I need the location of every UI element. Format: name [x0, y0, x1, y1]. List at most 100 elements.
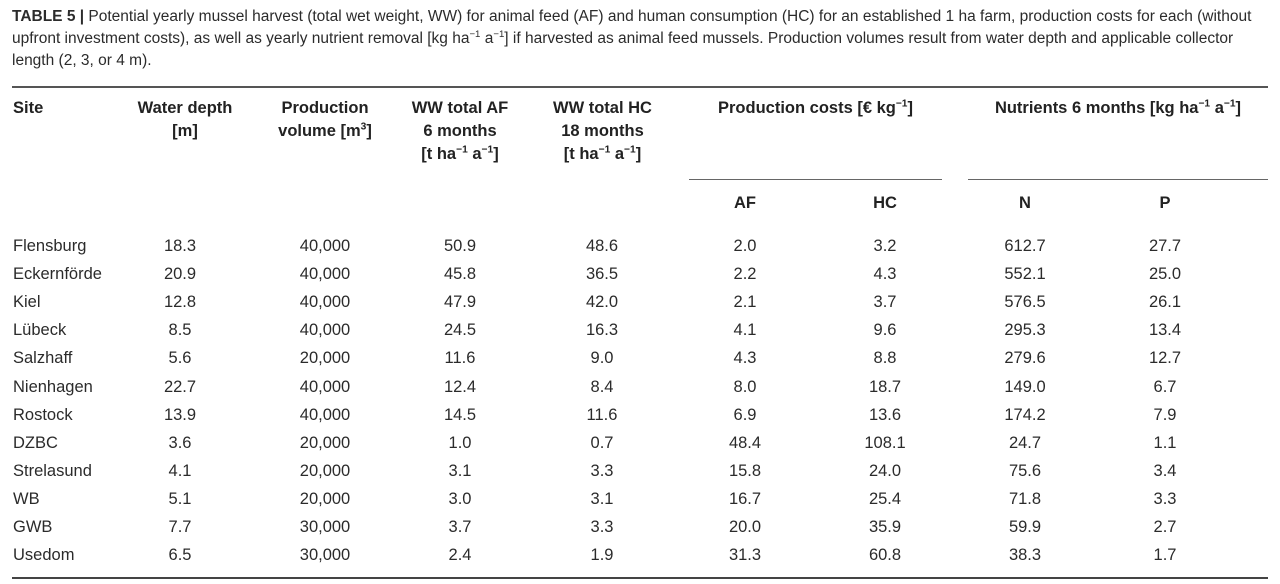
table-row: GWB 7.7 30,000 3.7 3.3 20.0 35.9 59.9 2.7 [0, 513, 1280, 541]
cell-site: Flensburg [13, 237, 87, 255]
header-ww-total-af: WW total AF 6 months [t ha−1 a−1] [411, 99, 509, 163]
cell-p: 3.4 [1153, 461, 1177, 480]
cell-depth: 5.6 [168, 349, 192, 368]
cell-p: 1.7 [1153, 546, 1177, 565]
table-row: Eckernförde 20.9 40,000 45.8 36.5 2.2 4.3 552.1… [0, 260, 1280, 288]
cell-p: 25.0 [1148, 265, 1182, 284]
cell-depth: 3.6 [168, 433, 192, 452]
cell-volume: 20,000 [299, 489, 351, 508]
cell-depth: 6.5 [168, 546, 192, 565]
cell-ww-hc: 3.3 [590, 461, 614, 480]
table-row: Flensburg 18.3 40,000 50.9 48.6 2.0 3.2 612.7 27… [0, 232, 1280, 260]
cell-cost-af: 20.0 [728, 518, 762, 536]
cell-cost-hc: 108.1 [864, 433, 906, 452]
cell-volume: 40,000 [299, 265, 351, 284]
cell-site: Salzhaff [13, 349, 73, 368]
cell-cost-af: 2.1 [733, 293, 757, 312]
cell-ww-hc: 36.5 [585, 265, 619, 284]
cell-cost-hc: 8.8 [873, 349, 897, 368]
cell-site: Lübeck [13, 321, 67, 340]
cell-depth: 5.1 [168, 489, 192, 508]
table-row: Usedom 6.5 30,000 2.4 1.9 31.3 60.8 38.3 1.7 [0, 541, 1280, 569]
cell-ww-af: 14.5 [443, 405, 477, 424]
cell-volume: 30,000 [299, 546, 351, 565]
header-nutrients: Nutrients 6 months [kg ha−1 a−1] [994, 98, 1242, 117]
cell-cost-af: 48.4 [728, 433, 762, 452]
caption-text-1: Potential yearly mussel harvest (total w… [12, 8, 1252, 47]
cell-ww-af: 47.9 [443, 293, 477, 312]
cell-depth: 20.9 [163, 265, 197, 284]
cell-ww-af: 3.0 [448, 489, 472, 508]
header-production-costs: Production costs [€ kg−1] [717, 98, 913, 117]
subheader-nutrient-n: N [1019, 194, 1031, 212]
table-bottom-rule [12, 577, 1268, 579]
cell-volume: 20,000 [299, 433, 351, 452]
cell-cost-hc: 60.8 [868, 546, 902, 565]
cell-n: 174.2 [1004, 405, 1046, 424]
cell-ww-hc: 42.0 [585, 293, 619, 312]
cell-volume: 20,000 [299, 349, 351, 368]
table-row: Rostock 13.9 40,000 14.5 11.6 6.9 13.6 174.2 7.9 [0, 401, 1280, 429]
cell-ww-af: 45.8 [443, 265, 477, 284]
header-production-volume: Production volume [m3] [278, 99, 372, 140]
cell-cost-af: 15.8 [728, 461, 762, 480]
cell-site: WB [13, 489, 40, 508]
cell-depth: 7.7 [168, 518, 192, 536]
table-row: DZBC 3.6 20,000 1.0 0.7 48.4 108.1 24.7 1.1 [0, 429, 1280, 457]
cell-ww-hc: 1.9 [590, 546, 614, 565]
cell-cost-af: 2.2 [733, 265, 757, 284]
cell-cost-af: 31.3 [728, 546, 762, 565]
cell-volume: 40,000 [299, 237, 351, 255]
cell-site: DZBC [13, 433, 58, 452]
cell-p: 3.3 [1153, 489, 1177, 508]
subheader-nutrient-p: P [1159, 194, 1171, 212]
header-ww-total-hc: WW total HC 18 months [t ha−1 a−1] [553, 99, 652, 163]
table-row: Salzhaff 5.6 20,000 11.6 9.0 4.3 8.8 279.6 12.7 [0, 344, 1280, 372]
cell-n: 552.1 [1004, 265, 1046, 284]
cell-cost-hc: 24.0 [868, 461, 902, 480]
cell-cost-af: 4.3 [733, 349, 757, 368]
table-row: WB 5.1 20,000 3.0 3.1 16.7 25.4 71.8 3.3 [0, 485, 1280, 513]
cell-depth: 22.7 [163, 377, 197, 396]
cell-n: 59.9 [1008, 518, 1042, 536]
subheader-cost-af: AF [734, 194, 756, 212]
cell-ww-hc: 3.1 [590, 489, 614, 508]
table-row: Nienhagen 22.7 40,000 12.4 8.4 8.0 18.7 149.0 6.… [0, 373, 1280, 401]
cell-cost-af: 8.0 [733, 377, 757, 396]
cell-ww-hc: 8.4 [590, 377, 614, 396]
cell-volume: 20,000 [299, 461, 351, 480]
cell-ww-hc: 0.7 [590, 433, 614, 452]
cell-cost-hc: 4.3 [873, 265, 897, 284]
cell-n: 279.6 [1004, 349, 1046, 368]
header-site: Site [13, 99, 44, 117]
subheader-cost-hc: HC [873, 194, 897, 212]
table-label: TABLE 5 | [12, 8, 85, 25]
cell-ww-af: 2.4 [448, 546, 472, 565]
cell-n: 38.3 [1008, 546, 1042, 565]
cell-volume: 40,000 [299, 405, 351, 424]
cell-ww-hc: 3.3 [590, 518, 614, 536]
cell-site: GWB [13, 518, 53, 536]
cell-site: Strelasund [13, 461, 92, 480]
cell-ww-af: 50.9 [443, 237, 477, 255]
caption-text-2: a [480, 30, 494, 47]
cell-p: 1.1 [1153, 433, 1177, 452]
cell-depth: 12.8 [163, 293, 197, 312]
cell-site: Nienhagen [13, 377, 93, 396]
cell-depth: 13.9 [163, 405, 197, 424]
table-row: Strelasund 4.1 20,000 3.1 3.3 15.8 24.0 75.6 3.4 [0, 457, 1280, 485]
cell-cost-hc: 18.7 [868, 377, 902, 396]
cell-ww-hc: 9.0 [590, 349, 614, 368]
cell-p: 13.4 [1148, 321, 1182, 340]
cell-depth: 4.1 [168, 461, 192, 480]
table-caption: TABLE 5 | Potential yearly mussel harves… [12, 6, 1268, 72]
cell-site: Rostock [13, 405, 73, 424]
costs-subheader-rule [689, 179, 942, 180]
cell-ww-af: 3.7 [448, 518, 472, 536]
cell-volume: 30,000 [299, 518, 351, 536]
cell-depth: 8.5 [168, 321, 192, 340]
cell-ww-af: 24.5 [443, 321, 477, 340]
cell-ww-af: 3.1 [448, 461, 472, 480]
cell-p: 6.7 [1153, 377, 1177, 396]
cell-cost-af: 2.0 [733, 237, 757, 255]
